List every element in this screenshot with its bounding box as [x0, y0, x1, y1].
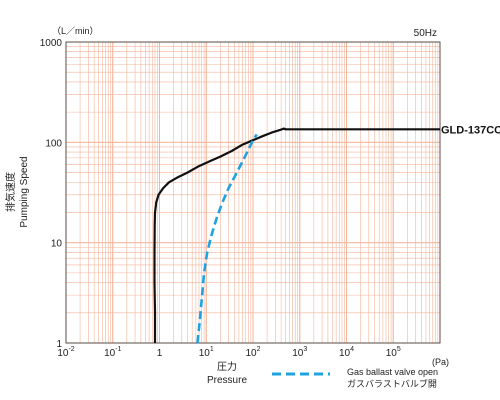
y-axis-label-en: Pumping Speed: [19, 156, 30, 227]
legend-label-gas-ballast-en: Gas ballast valve open: [347, 367, 438, 377]
series-lines: [153, 127, 440, 344]
x-tick-label: 101: [199, 346, 214, 359]
y-tick-label: 1000: [40, 38, 63, 49]
series-label-gld-137cc: GLD-137CC: [441, 124, 500, 136]
grid: [65, 41, 441, 344]
plot-frame: [65, 41, 441, 344]
frequency-label: 50Hz: [414, 28, 437, 39]
x-tick-label: 102: [245, 346, 260, 359]
x-axis-label-jp: 圧力: [217, 360, 237, 373]
y-axis-label-jp: 排気速度: [4, 172, 17, 212]
y-tick-label: 10: [51, 239, 63, 250]
x-tick-label: 103: [292, 346, 307, 359]
y-tick-label: 100: [45, 138, 62, 149]
y-axis-ticks: 1 10 100 1000: [40, 38, 63, 350]
x-tick-label: 105: [386, 346, 401, 359]
series-line-gld-137cc: [153, 127, 440, 343]
x-unit-label: (Pa): [432, 357, 449, 367]
y-unit-label: （L／min）: [52, 26, 99, 36]
x-axis-label-en: Pressure: [207, 375, 247, 386]
legend-label-gas-ballast-jp: ガスバラストバルブ開: [347, 378, 437, 390]
series-line-gas-ballast: [196, 133, 258, 344]
x-tick-label: 1: [157, 348, 163, 359]
x-tick-label: 10-2: [57, 346, 74, 359]
x-tick-label: 104: [339, 346, 354, 359]
y-tick-label: 1: [56, 339, 62, 350]
x-axis-ticks: 10-2 10-1 1 101 102 103 104 105: [57, 346, 401, 359]
x-tick-label: 10-1: [104, 346, 121, 359]
